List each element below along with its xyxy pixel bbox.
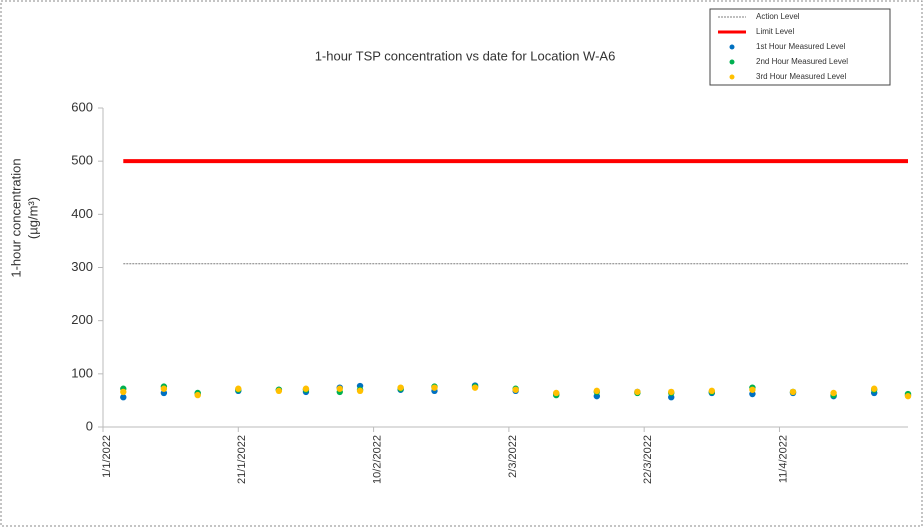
y-tick-label: 600: [71, 99, 93, 114]
data-point: [275, 387, 283, 395]
y-tick-label: 200: [71, 312, 93, 327]
data-point: [593, 387, 601, 395]
x-tick-label: 11/4/2022: [777, 435, 789, 483]
data-point: [904, 392, 912, 400]
x-tick-label: 10/2/2022: [371, 435, 383, 484]
legend-label: 1st Hour Measured Level: [756, 42, 846, 51]
data-point: [160, 385, 168, 392]
data-point: [194, 391, 201, 399]
legend-label: Action Level: [756, 12, 800, 21]
y-tick-label: 500: [71, 153, 93, 168]
data-point: [553, 389, 560, 397]
data-point: [471, 384, 479, 391]
data-point: [120, 394, 127, 401]
data-point: [512, 386, 519, 393]
y-tick-label: 300: [71, 259, 93, 274]
x-tick-label: 21/1/2022: [236, 435, 248, 484]
data-point: [235, 385, 242, 392]
legend-swatch: [729, 44, 735, 50]
legend-label: 3rd Hour Measured Level: [756, 72, 846, 81]
legend-box: [709, 8, 891, 86]
data-point: [830, 389, 837, 397]
legend-label: 2nd Hour Measured Level: [756, 57, 848, 66]
x-tick-label: 22/3/2022: [642, 435, 654, 484]
data-point: [302, 385, 310, 392]
data-point: [668, 388, 675, 396]
data-point: [870, 385, 878, 392]
data-point: [336, 385, 343, 392]
data-point: [397, 384, 404, 391]
data-point: [789, 388, 797, 396]
data-point: [708, 387, 716, 395]
legend-swatch: [729, 74, 735, 80]
legend-label: Limit Level: [756, 27, 794, 36]
data-point: [120, 388, 127, 396]
data-point: [634, 388, 641, 396]
data-point: [431, 384, 438, 391]
y-tick-label: 100: [71, 365, 93, 380]
x-tick-label: 1/1/2022: [101, 435, 113, 478]
y-tick-label: 0: [86, 418, 93, 433]
chart-title: 1-hour TSP concentration vs date for Loc…: [315, 48, 616, 63]
data-point: [749, 386, 756, 393]
data-point: [356, 387, 364, 395]
y-tick-label: 400: [71, 206, 93, 221]
y-axis-label: (µg/m³): [25, 197, 40, 239]
legend-swatch: [729, 59, 735, 65]
y-axis-label: 1-hour concentration: [8, 158, 23, 277]
x-tick-label: 2/3/2022: [507, 435, 519, 478]
